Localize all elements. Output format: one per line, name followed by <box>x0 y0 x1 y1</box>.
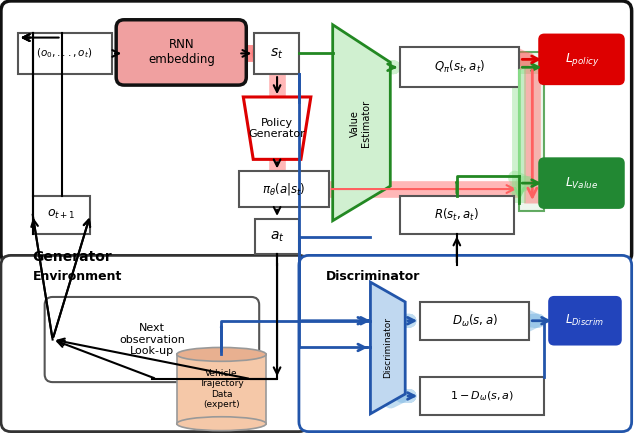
Text: $L_{Discrim}$: $L_{Discrim}$ <box>565 313 605 328</box>
Text: $s_t$: $s_t$ <box>270 46 284 61</box>
Text: RNN
embedding: RNN embedding <box>148 39 215 66</box>
Text: $(o_0, ..., o_t)$: $(o_0, ..., o_t)$ <box>36 47 93 60</box>
Text: Value
Estimator: Value Estimator <box>349 100 371 147</box>
Polygon shape <box>243 97 311 159</box>
Bar <box>239 171 329 207</box>
FancyBboxPatch shape <box>45 297 259 382</box>
FancyBboxPatch shape <box>299 255 632 432</box>
Text: $R(s_t, a_t)$: $R(s_t, a_t)$ <box>435 207 479 223</box>
Bar <box>400 48 520 87</box>
Text: $\pi_\theta(a|s_t)$: $\pi_\theta(a|s_t)$ <box>262 181 306 197</box>
Text: Generator: Generator <box>33 250 113 265</box>
Text: $1 - D_\omega(s,a)$: $1 - D_\omega(s,a)$ <box>449 389 514 403</box>
Text: $L_{Value}$: $L_{Value}$ <box>565 175 598 191</box>
Ellipse shape <box>177 347 266 361</box>
Ellipse shape <box>177 417 266 431</box>
Text: $L_{policy}$: $L_{policy}$ <box>564 51 600 68</box>
FancyBboxPatch shape <box>116 20 246 85</box>
Text: $o_{t+1}$: $o_{t+1}$ <box>47 208 76 221</box>
Bar <box>420 377 544 415</box>
Bar <box>33 196 90 234</box>
Bar <box>177 354 266 424</box>
Polygon shape <box>371 282 405 414</box>
Text: Policy
Generator: Policy Generator <box>249 118 305 139</box>
FancyBboxPatch shape <box>1 255 309 432</box>
Text: Environment: Environment <box>33 270 122 283</box>
Text: Discriminator: Discriminator <box>383 317 392 378</box>
Text: $D_\omega(s,a)$: $D_\omega(s,a)$ <box>452 313 498 329</box>
FancyBboxPatch shape <box>549 297 621 345</box>
Bar <box>420 302 529 339</box>
FancyBboxPatch shape <box>540 158 624 208</box>
Bar <box>520 52 544 211</box>
Bar <box>18 32 112 74</box>
Text: Discriminator: Discriminator <box>326 270 420 283</box>
Text: $Q_\pi(s_t, a_t)$: $Q_\pi(s_t, a_t)$ <box>434 59 486 75</box>
Polygon shape <box>333 25 390 221</box>
FancyBboxPatch shape <box>540 35 624 84</box>
Text: $a_t$: $a_t$ <box>269 229 284 244</box>
Bar <box>254 32 299 74</box>
Text: Next
observation
Look-up: Next observation Look-up <box>119 323 185 356</box>
FancyBboxPatch shape <box>1 1 632 263</box>
Bar <box>255 219 299 255</box>
Bar <box>400 196 515 234</box>
Text: Vehicle
Trajectory
Data
(expert): Vehicle Trajectory Data (expert) <box>199 369 244 409</box>
